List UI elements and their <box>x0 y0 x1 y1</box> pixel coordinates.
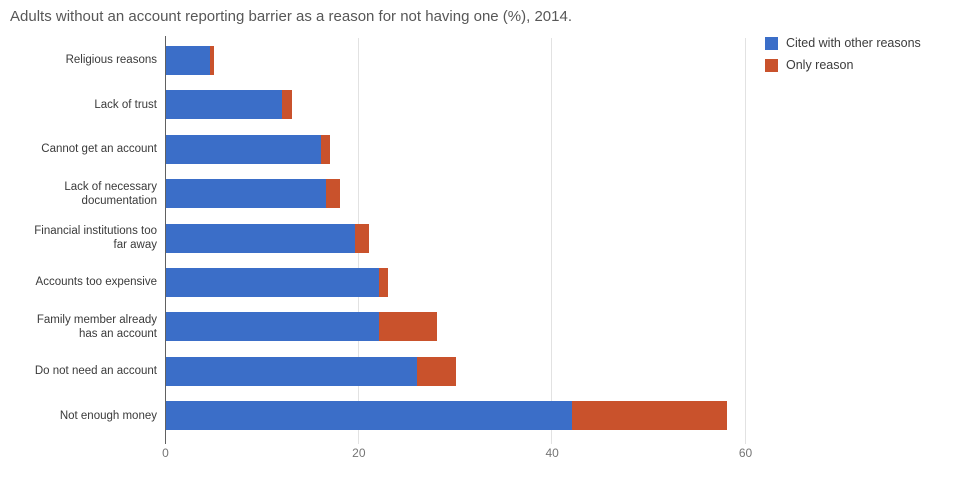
x-tick-label-60: 60 <box>738 446 753 460</box>
category-label: Accounts too expensive <box>35 276 157 289</box>
category-label: Do not need an account <box>34 365 157 378</box>
bar-segment-only <box>325 179 340 209</box>
bar-segment-cited <box>166 312 379 342</box>
category-label: Cannot get an account <box>41 143 157 156</box>
x-tick-label-20: 20 <box>352 446 366 460</box>
bar-segment-cited <box>166 179 326 209</box>
legend-item-cited: Cited with other reasons <box>765 36 921 50</box>
legend-item-only: Only reason <box>765 58 921 72</box>
bar-segment-only <box>354 223 369 253</box>
chart-title: Adults without an account reporting barr… <box>10 8 572 25</box>
category-label: Religious reasons <box>65 54 157 67</box>
bar-segment-only <box>282 90 292 120</box>
category-label: Family member already has an account <box>36 313 157 340</box>
legend-label-cited: Cited with other reasons <box>786 36 921 50</box>
bar-segment-only <box>320 134 331 164</box>
bar-segment-cited <box>166 401 572 431</box>
bar-segment-only <box>378 312 437 342</box>
bar-segment-only <box>417 356 456 386</box>
legend-swatch-only-icon <box>765 58 778 72</box>
gridline-60 <box>744 38 746 444</box>
legend: Cited with other reasons Only reason <box>765 36 921 80</box>
gridline-40 <box>551 38 553 444</box>
category-label: Lack of necessary documentation <box>64 180 157 207</box>
bar-segment-cited <box>166 90 282 120</box>
y-axis-line <box>165 36 166 444</box>
legend-swatch-cited-icon <box>765 36 778 50</box>
legend-label-only: Only reason <box>786 58 854 72</box>
bar-segment-cited <box>166 45 210 75</box>
x-tick-label-40: 40 <box>545 446 559 460</box>
bar-segment-only <box>209 45 215 75</box>
category-label: Lack of trust <box>94 98 157 111</box>
bar-segment-only <box>572 401 727 431</box>
bar-segment-only <box>378 267 389 297</box>
bar-segment-cited <box>166 267 379 297</box>
bar-segment-cited <box>166 134 321 164</box>
bar-segment-cited <box>166 223 355 253</box>
category-label: Financial institutions too far away <box>34 225 157 251</box>
x-tick-label-0: 0 <box>162 446 169 460</box>
bar-segment-cited <box>166 356 418 386</box>
category-label: Not enough money <box>59 409 157 422</box>
